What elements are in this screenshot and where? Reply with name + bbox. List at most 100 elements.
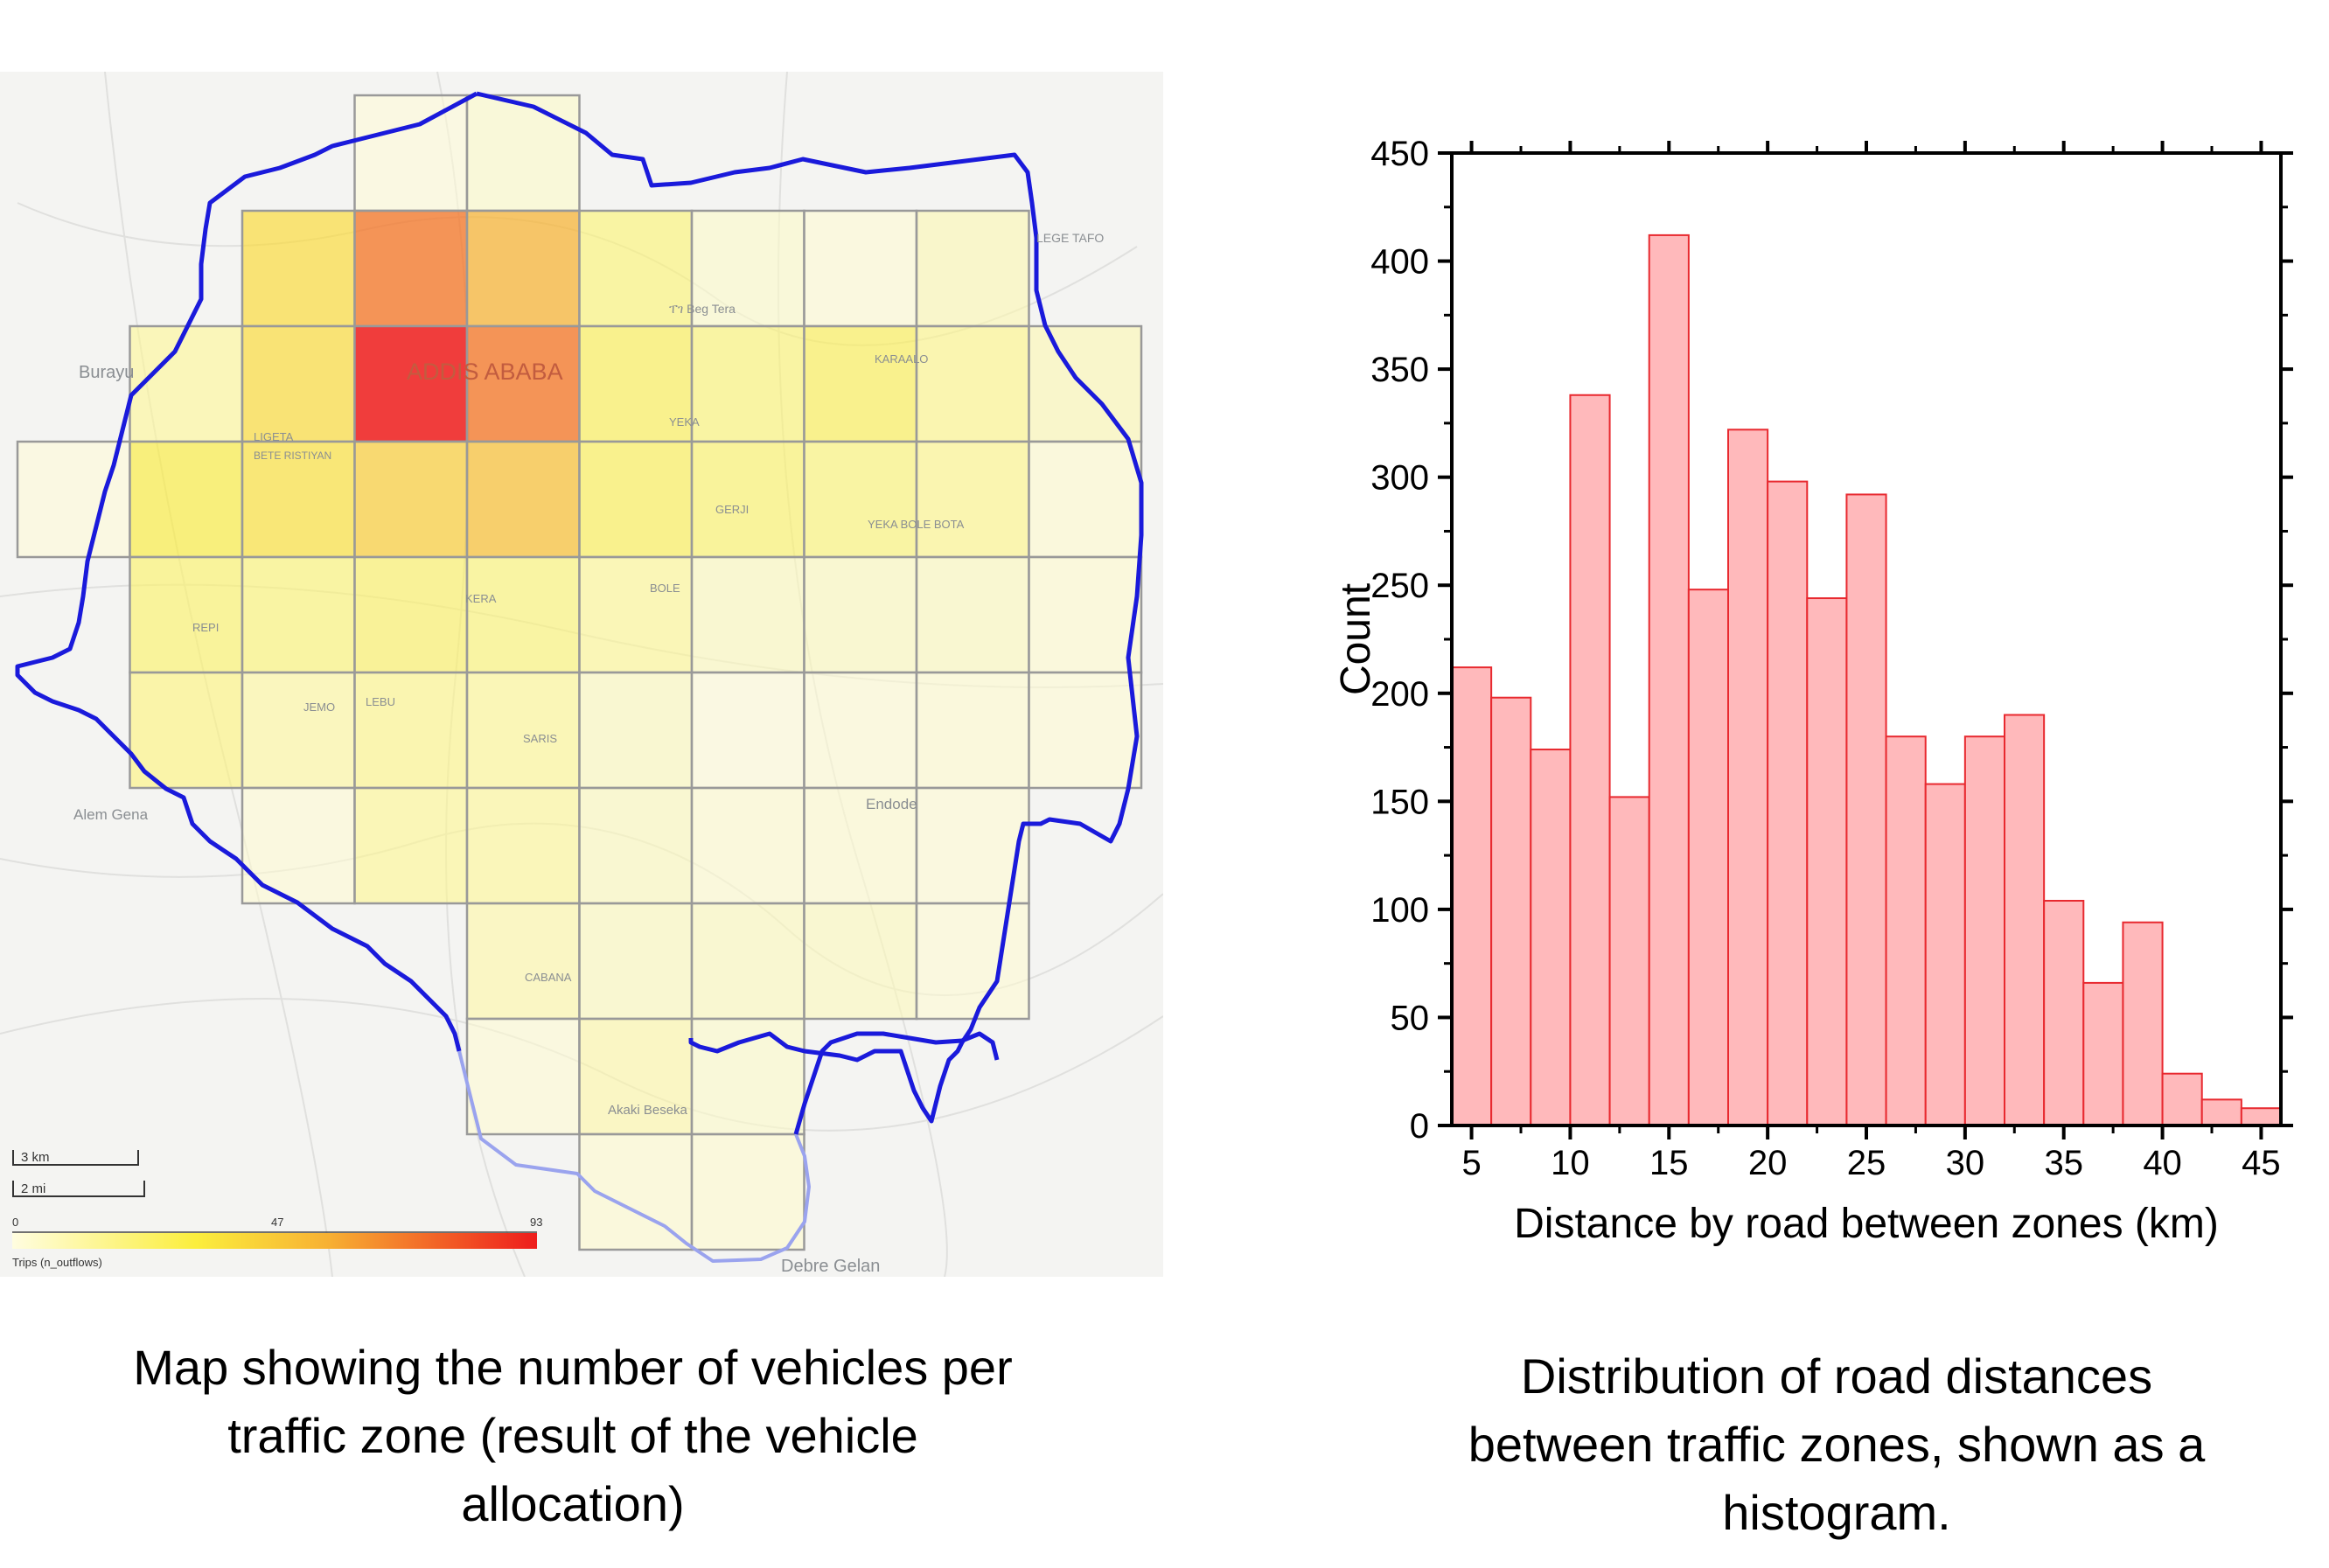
y-tick-label: 50 [1391, 999, 1430, 1037]
traffic-zone-cell [353, 209, 469, 328]
legend-mid-label: 47 [271, 1216, 283, 1229]
traffic-zone-cell [915, 555, 1030, 674]
histogram-bars [1451, 233, 2283, 1127]
traffic-zone-cell [690, 324, 805, 443]
x-tick-label: 40 [2143, 1144, 2182, 1182]
legend-min-label: 0 [12, 1216, 18, 1229]
histogram-bar [1569, 394, 1611, 1126]
x-axis-title: Distance by road between zones (km) [1514, 1201, 2219, 1247]
label-kera: KERA [465, 592, 497, 605]
map-caption-line-2: traffic zone (result of the vehicle [227, 1408, 918, 1463]
traffic-zone-cell [690, 555, 805, 674]
y-tick-label: 250 [1370, 567, 1429, 605]
traffic-zone-cell [915, 671, 1030, 790]
x-tick-label: 5 [1461, 1144, 1481, 1182]
place-labels: Burayu ADDIS ABABA LEGE TAFO ፐገ Beg Tera… [73, 231, 1104, 1276]
traffic-zone-cell [690, 1132, 805, 1251]
traffic-zone-cell [578, 555, 694, 674]
traffic-zone-cell [353, 555, 469, 674]
traffic-zone-cell [915, 786, 1030, 905]
y-tick-label: 150 [1370, 783, 1429, 821]
traffic-zone-cell [129, 440, 244, 559]
traffic-zone-cell [578, 1017, 694, 1136]
histogram-bar [1963, 735, 2005, 1126]
city-boundary-west [15, 91, 478, 1052]
y-tick-label: 300 [1370, 459, 1429, 498]
histogram-bar [2043, 900, 2085, 1126]
y-axis-title: Count [1333, 583, 1379, 695]
traffic-zone-cell [241, 555, 356, 674]
label-alem-gena: Alem Gena [73, 806, 149, 823]
traffic-zone-cell [353, 671, 469, 790]
traffic-zone-cell [465, 902, 581, 1021]
histogram-chart: 0 50 100 150 200 250 300 350 400 450 5 10 15 20 25 30 35… [1333, 135, 2293, 1247]
traffic-zone-cell [690, 1017, 805, 1136]
label-beg-tera: ፐገ Beg Tera [669, 302, 736, 316]
histogram-caption-line-1: Distribution of road distances [1520, 1348, 2153, 1404]
traffic-zone-cell [915, 324, 1030, 443]
histogram-bar [2004, 714, 2046, 1126]
histogram-bar [2082, 981, 2124, 1127]
city-boundary-south-dark [793, 1031, 1000, 1135]
map-caption: Map showing the number of vehicles per t… [17, 1334, 1128, 1538]
x-tick-label: 45 [2242, 1144, 2281, 1182]
x-tick-label: 10 [1551, 1144, 1590, 1182]
traffic-zone-cell [1028, 440, 1143, 559]
traffic-zone-cell [803, 902, 918, 1021]
label-debre-gelan: Debre Gelan [781, 1257, 880, 1276]
histogram-bar [1490, 696, 1532, 1126]
label-karalo: KARAALO [875, 352, 928, 366]
traffic-zone-cell [465, 209, 581, 328]
traffic-zone-cell [465, 440, 581, 559]
histogram-bar [1767, 480, 1809, 1126]
traffic-zone-cell [690, 209, 805, 328]
traffic-zone-cell [803, 440, 918, 559]
histogram-bar [1806, 597, 1848, 1126]
x-tick-label: 15 [1649, 1144, 1689, 1182]
histogram-bar [1845, 493, 1887, 1126]
traffic-zone-cell [690, 786, 805, 905]
traffic-zone-cell [465, 555, 581, 674]
traffic-zone-cell [465, 324, 581, 443]
traffic-zone-cell [353, 786, 469, 905]
histogram-bar [1648, 233, 1690, 1126]
histogram-bar [1687, 589, 1730, 1126]
histogram-bar [1451, 666, 1493, 1126]
label-lebu: LEBU [366, 695, 395, 708]
traffic-zone-cell [915, 902, 1030, 1021]
histogram-caption-line-2: between traffic zones, shown as a [1468, 1417, 2206, 1472]
label-cabana: CABANA [525, 971, 572, 984]
map-caption-line-1: Map showing the number of vehicles per [133, 1340, 1013, 1395]
label-jemo: JEMO [303, 700, 335, 714]
map-canvas: Burayu ADDIS ABABA LEGE TAFO ፐገ Beg Tera… [0, 72, 1163, 1277]
traffic-zone-cell [1028, 555, 1143, 674]
traffic-zone-cell [915, 440, 1030, 559]
histogram-bar [1924, 783, 1966, 1126]
label-yeka-bole: YEKA BOLE BOTA [868, 518, 965, 531]
traffic-zone-cell [578, 671, 694, 790]
label-repi: REPI [192, 621, 219, 634]
histogram-caption-line-3: histogram. [1722, 1485, 1951, 1540]
histogram-caption: Distribution of road distances between t… [1364, 1342, 2309, 1547]
y-tick-label: 100 [1370, 891, 1429, 930]
traffic-zone-cell [803, 209, 918, 328]
city-boundary-south-light [457, 1050, 811, 1263]
label-endode: Endode [866, 796, 917, 812]
traffic-zone-cell [241, 786, 356, 905]
histogram-bar [1530, 749, 1572, 1126]
traffic-zone-cell [353, 324, 469, 443]
label-yeka: YEKA [669, 415, 700, 429]
traffic-zone-cell [353, 440, 469, 559]
traffic-zone-cell [1028, 324, 1143, 443]
scale-mi-label: 2 mi [21, 1181, 45, 1196]
histogram-bar [2200, 1098, 2242, 1127]
traffic-zone-cell [353, 94, 469, 213]
x-tick-label: 25 [1847, 1144, 1886, 1182]
traffic-zone-cell [690, 671, 805, 790]
scale-km-label: 3 km [21, 1150, 50, 1165]
label-addis-ababa: ADDIS ABABA [407, 359, 563, 385]
traffic-zone-cell [1028, 671, 1143, 790]
histogram-bar [2161, 1072, 2203, 1127]
x-tick-label: 20 [1748, 1144, 1788, 1182]
map-caption-line-3: allocation) [461, 1476, 685, 1531]
